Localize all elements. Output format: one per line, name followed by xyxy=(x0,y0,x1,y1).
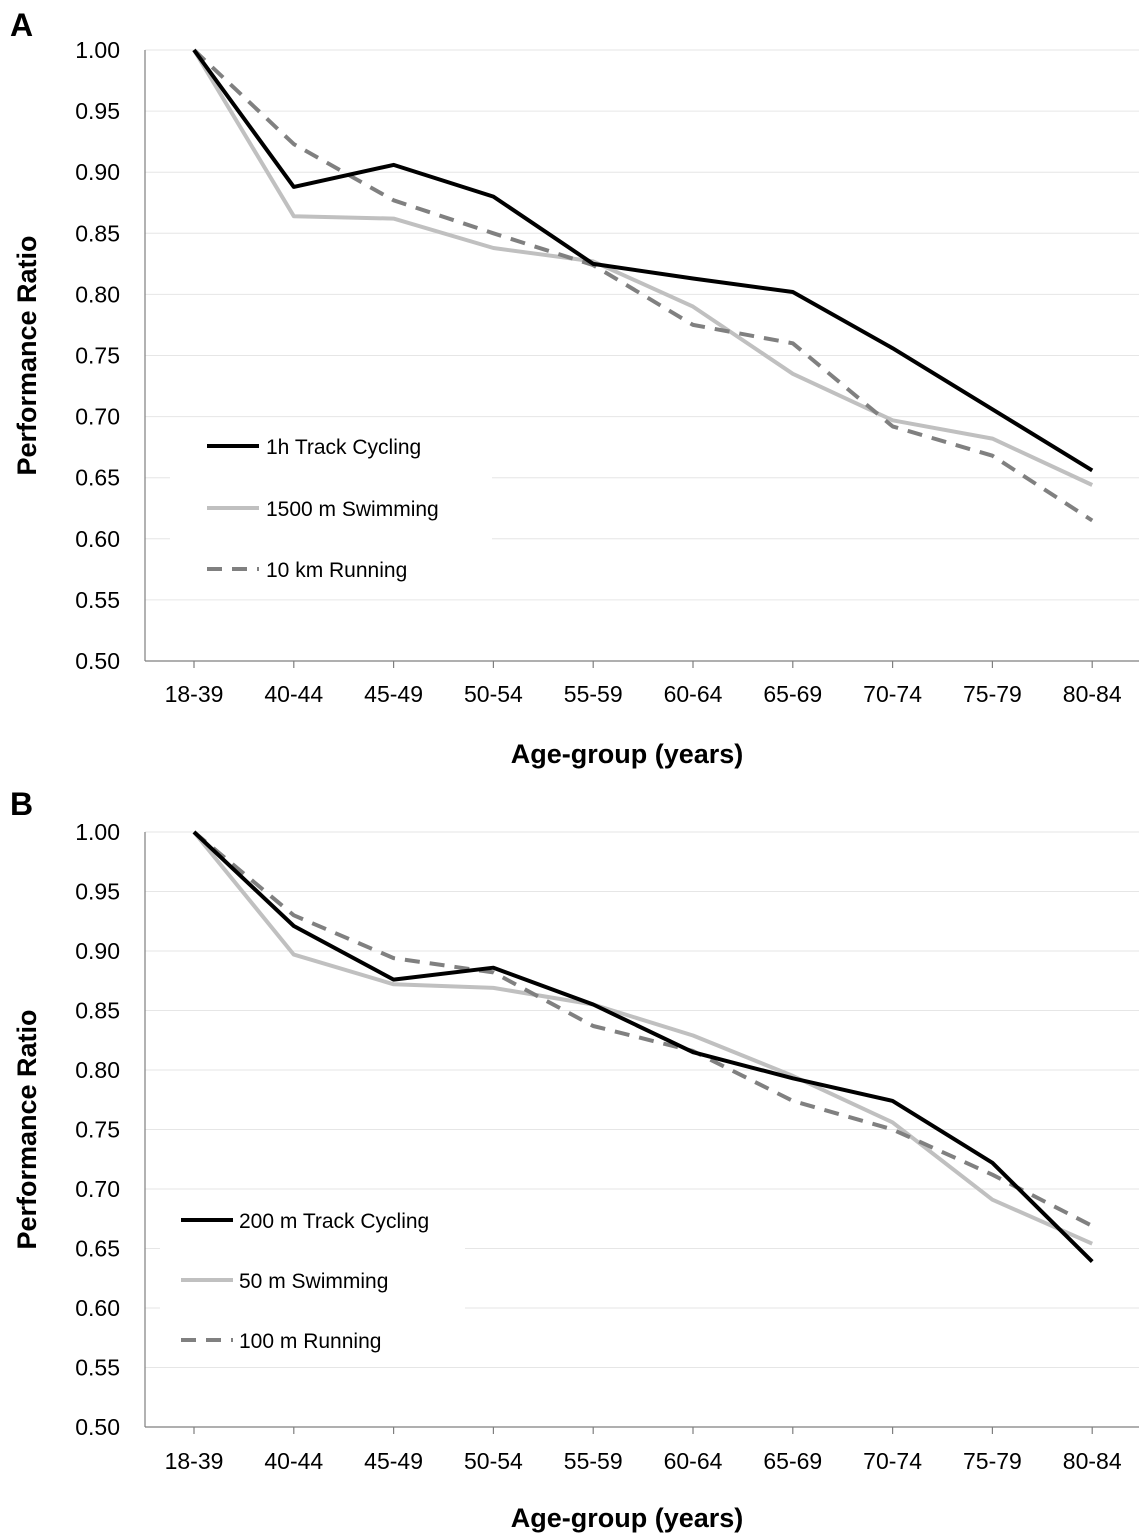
y-tick-label: 0.95 xyxy=(75,98,120,124)
legend: 200 m Track Cycling 50 m Swimming 100 m Ru… xyxy=(160,1195,465,1365)
x-tick-label: 50-54 xyxy=(464,681,523,707)
x-tick-label: 40-44 xyxy=(264,681,323,707)
x-tick-label: 60-64 xyxy=(664,681,723,707)
x-tick-label: 75-79 xyxy=(963,1448,1022,1474)
y-tick-label: 0.90 xyxy=(75,159,120,185)
x-tick-label: 45-49 xyxy=(364,1448,423,1474)
x-axis-title: Age-group (years) xyxy=(511,1503,744,1533)
y-tick-label: 0.70 xyxy=(75,1176,120,1202)
series-line-200-m-track-cycling xyxy=(192,830,1094,1264)
y-tick-label: 0.70 xyxy=(75,404,120,430)
series-line-100-m-running xyxy=(192,830,1094,1228)
panel-letter: A xyxy=(10,7,33,43)
x-tick-label: 50-54 xyxy=(464,1448,523,1474)
legend-label: 1h Track Cycling xyxy=(266,436,421,459)
x-tick-label: 80-84 xyxy=(1063,681,1122,707)
y-axis-title: Performance Ratio xyxy=(12,1009,42,1249)
y-tick-label: 0.55 xyxy=(75,1355,120,1381)
legend-label: 10 km Running xyxy=(266,559,407,582)
legend-label: 100 m Running xyxy=(239,1330,381,1353)
x-tick-label: 18-39 xyxy=(165,681,224,707)
series-line-1h-track-cycling xyxy=(192,48,1094,473)
x-tick-label: 40-44 xyxy=(264,1448,323,1474)
y-tick-label: 0.55 xyxy=(75,587,120,613)
x-axis-title: Age-group (years) xyxy=(511,739,744,769)
series-line-50-m-swimming xyxy=(192,830,1094,1246)
y-tick-label: 0.80 xyxy=(75,281,120,307)
y-tick-label: 0.50 xyxy=(75,1414,120,1440)
legend: 1h Track Cycling 1500 m Swimming 10 km Run… xyxy=(170,420,492,596)
x-tick-label: 70-74 xyxy=(863,1448,922,1474)
y-tick-label: 0.60 xyxy=(75,526,120,552)
y-tick-label: 0.85 xyxy=(75,220,120,246)
y-tick-label: 0.65 xyxy=(75,465,120,491)
y-tick-label: 0.65 xyxy=(75,1236,120,1262)
y-tick-label: 0.95 xyxy=(75,879,120,905)
x-tick-label: 60-64 xyxy=(664,1448,723,1474)
legend-label: 1500 m Swimming xyxy=(266,498,439,521)
x-tick-label: 65-69 xyxy=(763,1448,822,1474)
x-tick-label: 18-39 xyxy=(165,1448,224,1474)
panel-b: B 0.50 0.55 0.60 0.65 0.70 0.75 0.80 0.85 0.90 0.9… xyxy=(10,786,1139,1533)
y-tick-label: 0.85 xyxy=(75,998,120,1024)
series-line-10-km-running xyxy=(192,48,1094,523)
y-tick-label: 0.50 xyxy=(75,648,120,674)
legend-label: 50 m Swimming xyxy=(239,1270,388,1293)
panel-letter: B xyxy=(10,786,33,822)
x-tick-label: 55-59 xyxy=(564,681,623,707)
y-tick-label: 0.75 xyxy=(75,343,120,369)
x-tick-label: 55-59 xyxy=(564,1448,623,1474)
y-tick-label: 1.00 xyxy=(75,819,120,845)
series-line-1500-m-swimming xyxy=(192,48,1094,487)
x-tick-label: 65-69 xyxy=(763,681,822,707)
y-tick-label: 0.80 xyxy=(75,1057,120,1083)
panel-a: A 0.50 0.55 0.60 0.65 0.70 0.75 0.80 0.85 0.90 0.9… xyxy=(10,7,1139,769)
y-tick-label: 1.00 xyxy=(75,37,120,63)
y-axis-title: Performance Ratio xyxy=(12,235,42,475)
x-tick-label: 80-84 xyxy=(1063,1448,1122,1474)
x-tick-label: 75-79 xyxy=(963,681,1022,707)
y-tick-label: 0.60 xyxy=(75,1295,120,1321)
y-tick-label: 0.75 xyxy=(75,1117,120,1143)
y-tick-label: 0.90 xyxy=(75,938,120,964)
legend-label: 200 m Track Cycling xyxy=(239,1210,429,1233)
x-tick-label: 45-49 xyxy=(364,681,423,707)
x-tick-label: 70-74 xyxy=(863,681,922,707)
